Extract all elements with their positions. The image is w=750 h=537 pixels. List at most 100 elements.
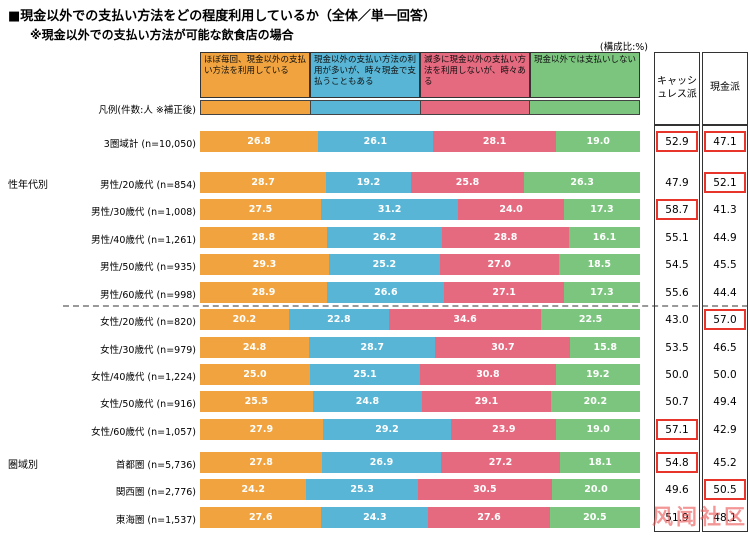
row-label: 女性/30歳代 (n=979) (100, 345, 196, 356)
row-label: 男性/60歳代 (n=998) (100, 290, 196, 301)
cash-value: 49.4 (713, 395, 737, 408)
cash-value: 48.1 (713, 511, 737, 524)
bar-segment-1: 26.8 (200, 131, 318, 152)
cash-value: 52.1 (704, 172, 746, 193)
bar-segment-4: 18.1 (560, 452, 640, 473)
cashless-value: 50.7 (665, 395, 689, 408)
bar-segment-3: 30.8 (420, 364, 556, 385)
cashless-value: 51.9 (665, 511, 689, 524)
row-label: 男性/40歳代 (n=1,261) (91, 235, 196, 246)
unit-note: (構成比:%) (599, 42, 648, 53)
bar-segment-2: 28.7 (309, 337, 436, 358)
bar-segment-3: 27.6 (428, 507, 550, 528)
bar-segment-2: 29.2 (322, 419, 452, 440)
cashless-value: 54.8 (656, 452, 698, 473)
cashless-column-frame (654, 125, 700, 532)
stacked-bar: 20.2 22.8 34.6 22.5 (200, 309, 641, 330)
bar-segment-2: 26.9 (322, 452, 441, 473)
bar-segment-1: 28.7 (200, 172, 327, 193)
legend-item-3: 滅多に現金以外の支払い方法を利用しないが、時々ある (420, 52, 530, 98)
watermark: 风闻社区 (652, 505, 748, 529)
group-label: 性年代別 (8, 180, 48, 191)
bar-segment-4: 20.0 (552, 479, 640, 500)
bar-segment-1: 24.2 (200, 479, 307, 500)
cashless-value: 54.5 (665, 258, 689, 271)
legend-sample-seg-2 (310, 100, 421, 115)
bar-segment-3: 27.2 (440, 452, 561, 473)
bar-segment-1: 28.8 (200, 227, 327, 248)
stacked-bar: 25.0 25.1 30.8 19.2 (200, 364, 640, 385)
stacked-bar: 25.5 24.8 29.1 20.2 (200, 391, 640, 412)
page-subtitle: ※現金以外での支払い方法が可能な飲食店の場合 (30, 28, 294, 42)
cash-column-header: 現金派 (702, 52, 748, 125)
stacked-bar: 27.5 31.2 24.0 17.3 (200, 199, 640, 220)
bar-segment-1: 20.2 (200, 309, 289, 330)
cash-value: 57.0 (704, 309, 746, 330)
bar-segment-3: 24.0 (458, 199, 564, 220)
row-label: 女性/20歳代 (n=820) (100, 317, 196, 328)
cashless-column-header: キャッシュレス派 (654, 52, 700, 125)
legend-sample-seg-4 (530, 100, 640, 115)
stacked-bar: 27.6 24.3 27.6 20.5 (200, 507, 640, 528)
legend-sample-bar (200, 100, 640, 115)
cashless-value: 55.1 (665, 231, 689, 244)
cash-value: 47.1 (704, 131, 746, 152)
bar-segment-3: 29.1 (422, 391, 551, 412)
legend-sample-seg-3 (420, 100, 531, 115)
bar-segment-2: 19.2 (326, 172, 411, 193)
bar-segment-4: 26.3 (524, 172, 640, 193)
row-label: 男性/30歳代 (n=1,008) (91, 207, 196, 218)
stacked-bar: 28.9 26.6 27.1 17.3 (200, 282, 640, 303)
row-label: 女性/50歳代 (n=916) (100, 399, 196, 410)
cash-column-frame (702, 125, 748, 532)
bar-segment-3: 27.0 (439, 254, 559, 275)
bar-segment-2: 31.2 (321, 199, 459, 220)
cash-value: 45.5 (713, 258, 737, 271)
legend-sample-seg-1 (200, 100, 311, 115)
bar-segment-3: 30.7 (435, 337, 571, 358)
cash-value: 44.4 (713, 286, 737, 299)
row-label: 女性/60歳代 (n=1,057) (91, 427, 196, 438)
bar-segment-2: 25.2 (328, 254, 440, 275)
cash-value: 50.0 (713, 368, 737, 381)
bar-segment-2: 25.3 (306, 479, 418, 500)
bar-segment-2: 26.6 (327, 282, 445, 303)
legend-item-2: 現金以外の支払い方法の利用が多いが、時々現金で支払うこともある (310, 52, 420, 98)
stacked-bar: 28.7 19.2 25.8 26.3 (200, 172, 640, 193)
cashless-value: 49.6 (665, 483, 689, 496)
bar-segment-4: 22.5 (541, 309, 641, 330)
stacked-bar: 26.8 26.1 28.1 19.0 (200, 131, 640, 152)
bar-segment-3: 23.9 (451, 419, 557, 440)
stacked-bar: 27.8 26.9 27.2 18.1 (200, 452, 640, 473)
page-title: ■現金以外での支払い方法をどの程度利用しているか（全体／単一回答） (8, 9, 436, 24)
row-label: 男性/50歳代 (n=935) (100, 262, 196, 273)
cashless-value: 50.0 (665, 368, 689, 381)
cashless-value: 53.5 (665, 341, 689, 354)
bar-segment-2: 25.1 (309, 364, 421, 385)
cashless-value: 47.9 (665, 176, 689, 189)
cashless-value: 55.6 (665, 286, 689, 299)
legend-row-label: 凡例(件数:人 ※補正後) (98, 105, 196, 116)
bar-segment-4: 17.3 (563, 282, 640, 303)
group-label: 圏域別 (8, 460, 38, 471)
bar-segment-3: 30.5 (417, 479, 552, 500)
cashless-value: 58.7 (656, 199, 698, 220)
bar-segment-1: 27.8 (200, 452, 323, 473)
row-label: 女性/40歳代 (n=1,224) (91, 372, 196, 383)
stacked-bar: 27.9 29.2 23.9 19.0 (200, 419, 640, 440)
cash-value: 44.9 (713, 231, 737, 244)
bar-segment-4: 20.5 (549, 507, 640, 528)
legend-header-row: ほぼ毎回、現金以外の支払い方法を利用している 現金以外の支払い方法の利用が多いが、… (200, 52, 640, 98)
bar-segment-1: 28.9 (200, 282, 328, 303)
bar-segment-3: 28.8 (442, 227, 570, 248)
cash-value: 46.5 (713, 341, 737, 354)
bar-segment-3: 28.1 (432, 131, 557, 152)
cash-value: 50.5 (704, 479, 746, 500)
stacked-bar: 28.8 26.2 28.8 16.1 (200, 227, 640, 248)
gender-separator-line (63, 305, 748, 307)
bar-segment-1: 27.5 (200, 199, 321, 220)
bar-segment-4: 15.8 (570, 337, 640, 358)
stacked-bar: 24.2 25.3 30.5 20.0 (200, 479, 640, 500)
bar-segment-1: 24.8 (200, 337, 310, 358)
